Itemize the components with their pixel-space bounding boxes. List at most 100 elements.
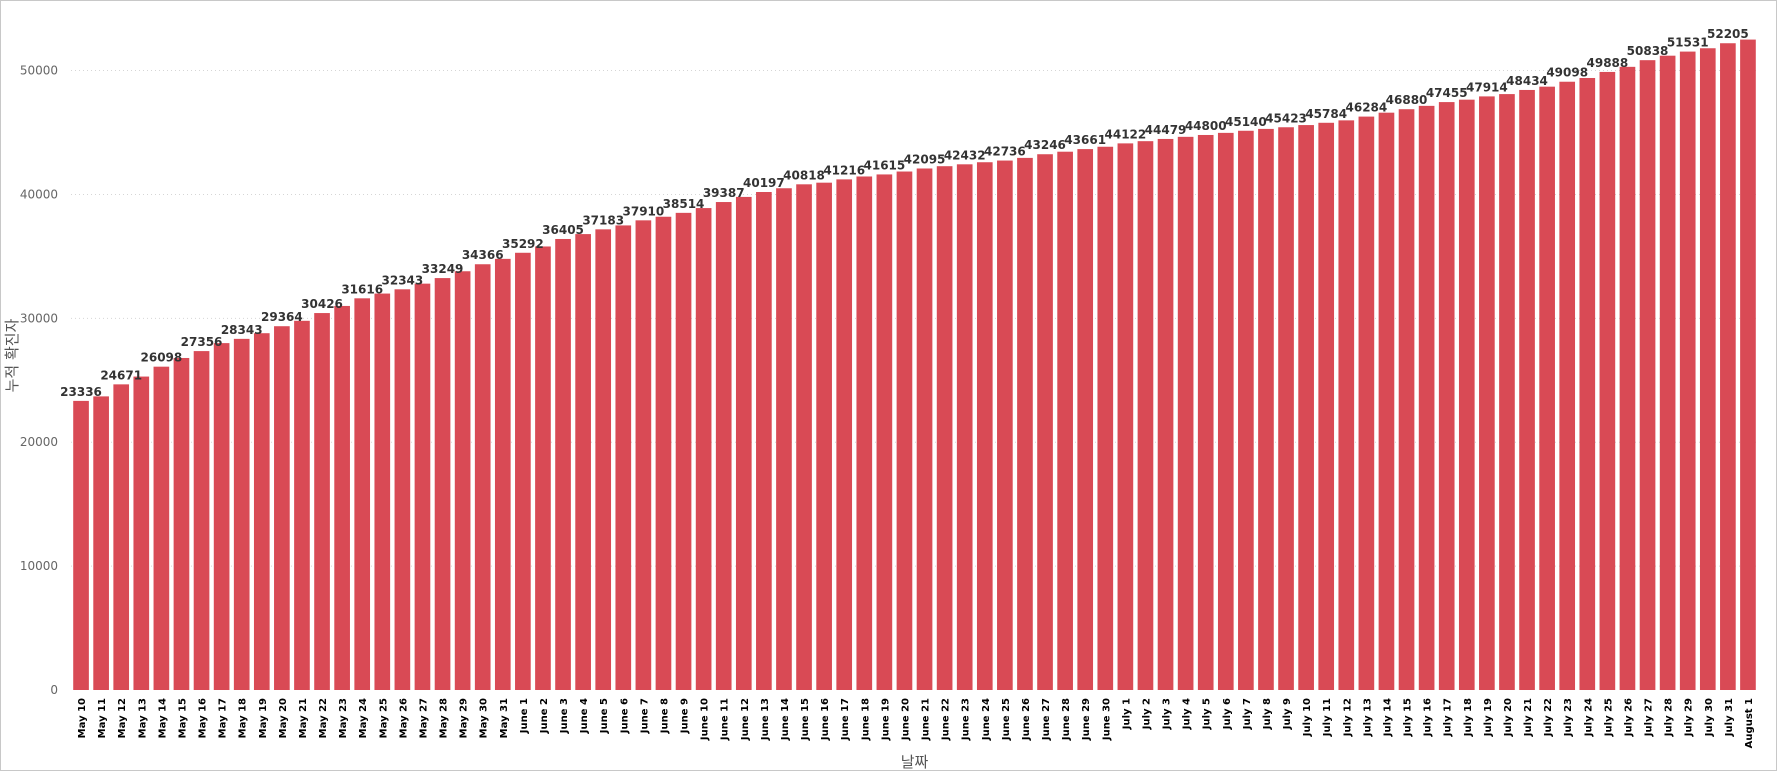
data-label: 43661 [1064, 133, 1106, 147]
x-tick-label: June 26 [1021, 698, 1032, 741]
x-tick-label: July 15 [1403, 698, 1414, 737]
bar [434, 278, 451, 690]
data-label: 49888 [1587, 56, 1629, 70]
x-tick-label: June 2 [539, 698, 550, 734]
bar [1458, 99, 1475, 691]
x-tick-label: July 21 [1523, 698, 1534, 737]
data-label: 24671 [100, 368, 142, 382]
x-tick-label: May 21 [298, 698, 309, 738]
x-tick-label: May 31 [499, 698, 510, 738]
x-tick-label: May 28 [439, 698, 450, 738]
x-tick-label: July 17 [1443, 698, 1454, 737]
bar [1559, 81, 1576, 690]
x-tick-label: June 7 [639, 698, 650, 734]
x-tick-label: July 9 [1282, 698, 1293, 730]
bar [354, 298, 371, 690]
bar [756, 192, 772, 690]
bar [73, 400, 89, 690]
data-label: 45784 [1305, 107, 1347, 121]
y-tick-label: 10000 [20, 559, 58, 573]
data-label: 23336 [60, 385, 102, 399]
bar [535, 246, 551, 690]
bar [233, 338, 250, 690]
x-tick-label: June 6 [619, 698, 630, 734]
x-tick-label: June 21 [921, 698, 932, 741]
bar [1318, 122, 1335, 690]
x-tick-label: July 18 [1463, 698, 1474, 737]
data-label: 51531 [1667, 36, 1709, 50]
y-tick-label: 40000 [20, 187, 58, 201]
data-label: 40818 [783, 168, 825, 182]
bar [474, 264, 491, 690]
bar [655, 216, 672, 690]
x-tick-label: June 15 [800, 698, 811, 741]
data-label: 28343 [221, 323, 263, 337]
data-label: 30426 [301, 297, 343, 311]
x-tick-label: July 10 [1302, 698, 1313, 737]
x-tick-label: July 25 [1603, 698, 1614, 737]
x-tick-label: May 15 [177, 698, 188, 738]
x-tick-label: May 13 [137, 698, 148, 738]
bars [73, 39, 1756, 691]
x-tick-label: June 18 [860, 698, 871, 741]
bar [796, 184, 812, 690]
bar [93, 396, 109, 690]
x-tick-label: July 19 [1483, 698, 1494, 737]
bar [1217, 132, 1234, 690]
data-label: 43246 [1024, 138, 1066, 152]
data-label: 45423 [1265, 111, 1307, 125]
bar [1057, 151, 1073, 691]
x-tick-label: July 8 [1262, 698, 1273, 730]
x-tick-label: July 14 [1382, 698, 1393, 737]
bar [1238, 130, 1254, 690]
x-tick-label: July 24 [1583, 698, 1594, 737]
data-label: 37910 [623, 204, 665, 218]
y-tick-label: 50000 [20, 64, 58, 78]
x-tick-label: May 24 [358, 698, 369, 738]
bar [1037, 154, 1053, 691]
x-tick-label: June 16 [820, 698, 831, 741]
data-label: 42432 [944, 148, 986, 162]
data-label: 41615 [864, 158, 906, 172]
data-label: 47914 [1466, 80, 1508, 94]
x-tick-label: June 23 [961, 698, 972, 741]
bar [515, 252, 531, 690]
bar [1398, 109, 1415, 691]
bar [936, 166, 953, 691]
x-tick-label: July 27 [1644, 698, 1655, 737]
x-tick-label: May 12 [117, 698, 128, 738]
x-tick-label: July 2 [1141, 698, 1152, 730]
x-tick-label: May 18 [238, 698, 249, 738]
x-tick-label: July 29 [1684, 698, 1695, 737]
bar [294, 320, 310, 690]
x-tick-label: June 25 [1001, 698, 1012, 741]
bar [1599, 71, 1616, 690]
bar [1298, 125, 1314, 691]
bar [193, 351, 210, 690]
bar [1499, 94, 1515, 691]
data-label: 48434 [1506, 74, 1548, 88]
bar [414, 283, 431, 690]
data-label: 47455 [1426, 86, 1468, 100]
data-label: 27356 [181, 335, 223, 349]
bar [1639, 60, 1656, 691]
bar [1358, 116, 1375, 691]
bar [213, 343, 230, 690]
x-tick-label: May 27 [418, 698, 429, 738]
x-tick-label: June 3 [559, 698, 570, 734]
data-label: 44122 [1105, 127, 1147, 141]
x-tick-label: May 25 [378, 698, 389, 738]
bar [876, 174, 893, 690]
x-tick-label: July 7 [1242, 698, 1253, 730]
bar [1378, 112, 1395, 690]
bar [394, 289, 411, 690]
bar [1197, 134, 1214, 690]
bar [595, 229, 612, 691]
x-tick-label: August 1 [1744, 698, 1755, 748]
x-tick-label: July 11 [1322, 698, 1333, 737]
bar [1519, 89, 1535, 691]
bar [735, 196, 752, 690]
x-tick-label: June 5 [599, 698, 610, 734]
data-label: 41216 [823, 163, 865, 177]
